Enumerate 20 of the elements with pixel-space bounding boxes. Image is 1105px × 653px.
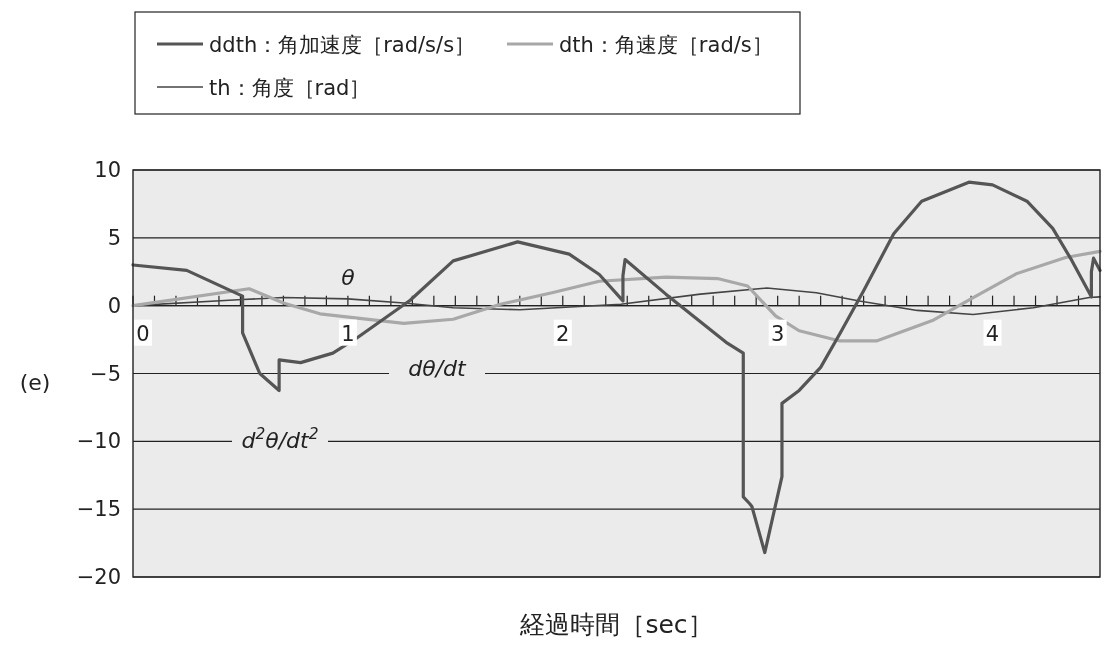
x-tick-label: 0 xyxy=(136,321,150,346)
y-tick-label: −15 xyxy=(76,497,121,522)
y-tick-label: 10 xyxy=(94,158,121,182)
text: (e) xyxy=(19,370,51,395)
y-tick-label: −10 xyxy=(76,429,121,454)
legend-label: th：角度［rad］ xyxy=(209,76,371,100)
y-tick-label: −5 xyxy=(90,361,121,386)
legend-label: ddth：角加速度［rad/s/s］ xyxy=(209,33,476,57)
x-tick-label: 2 xyxy=(556,321,570,346)
annotation: dθ/dt xyxy=(408,356,468,381)
y-tick-label: 5 xyxy=(107,225,121,250)
legend-label: dth：角速度［rad/s］ xyxy=(559,33,773,57)
annotation: d$^{2}$θ/dt$^{2}$ xyxy=(241,425,319,453)
x-axis-title: 経過時間［sec］ xyxy=(519,610,713,639)
annotation: θ xyxy=(341,265,356,290)
x-tick-label: 3 xyxy=(770,321,785,346)
y-tick-label: 0 xyxy=(107,293,121,318)
y-tick-label: −20 xyxy=(76,565,121,589)
x-tick-label: 1 xyxy=(341,321,355,346)
x-tick-label: 4 xyxy=(985,321,1000,346)
